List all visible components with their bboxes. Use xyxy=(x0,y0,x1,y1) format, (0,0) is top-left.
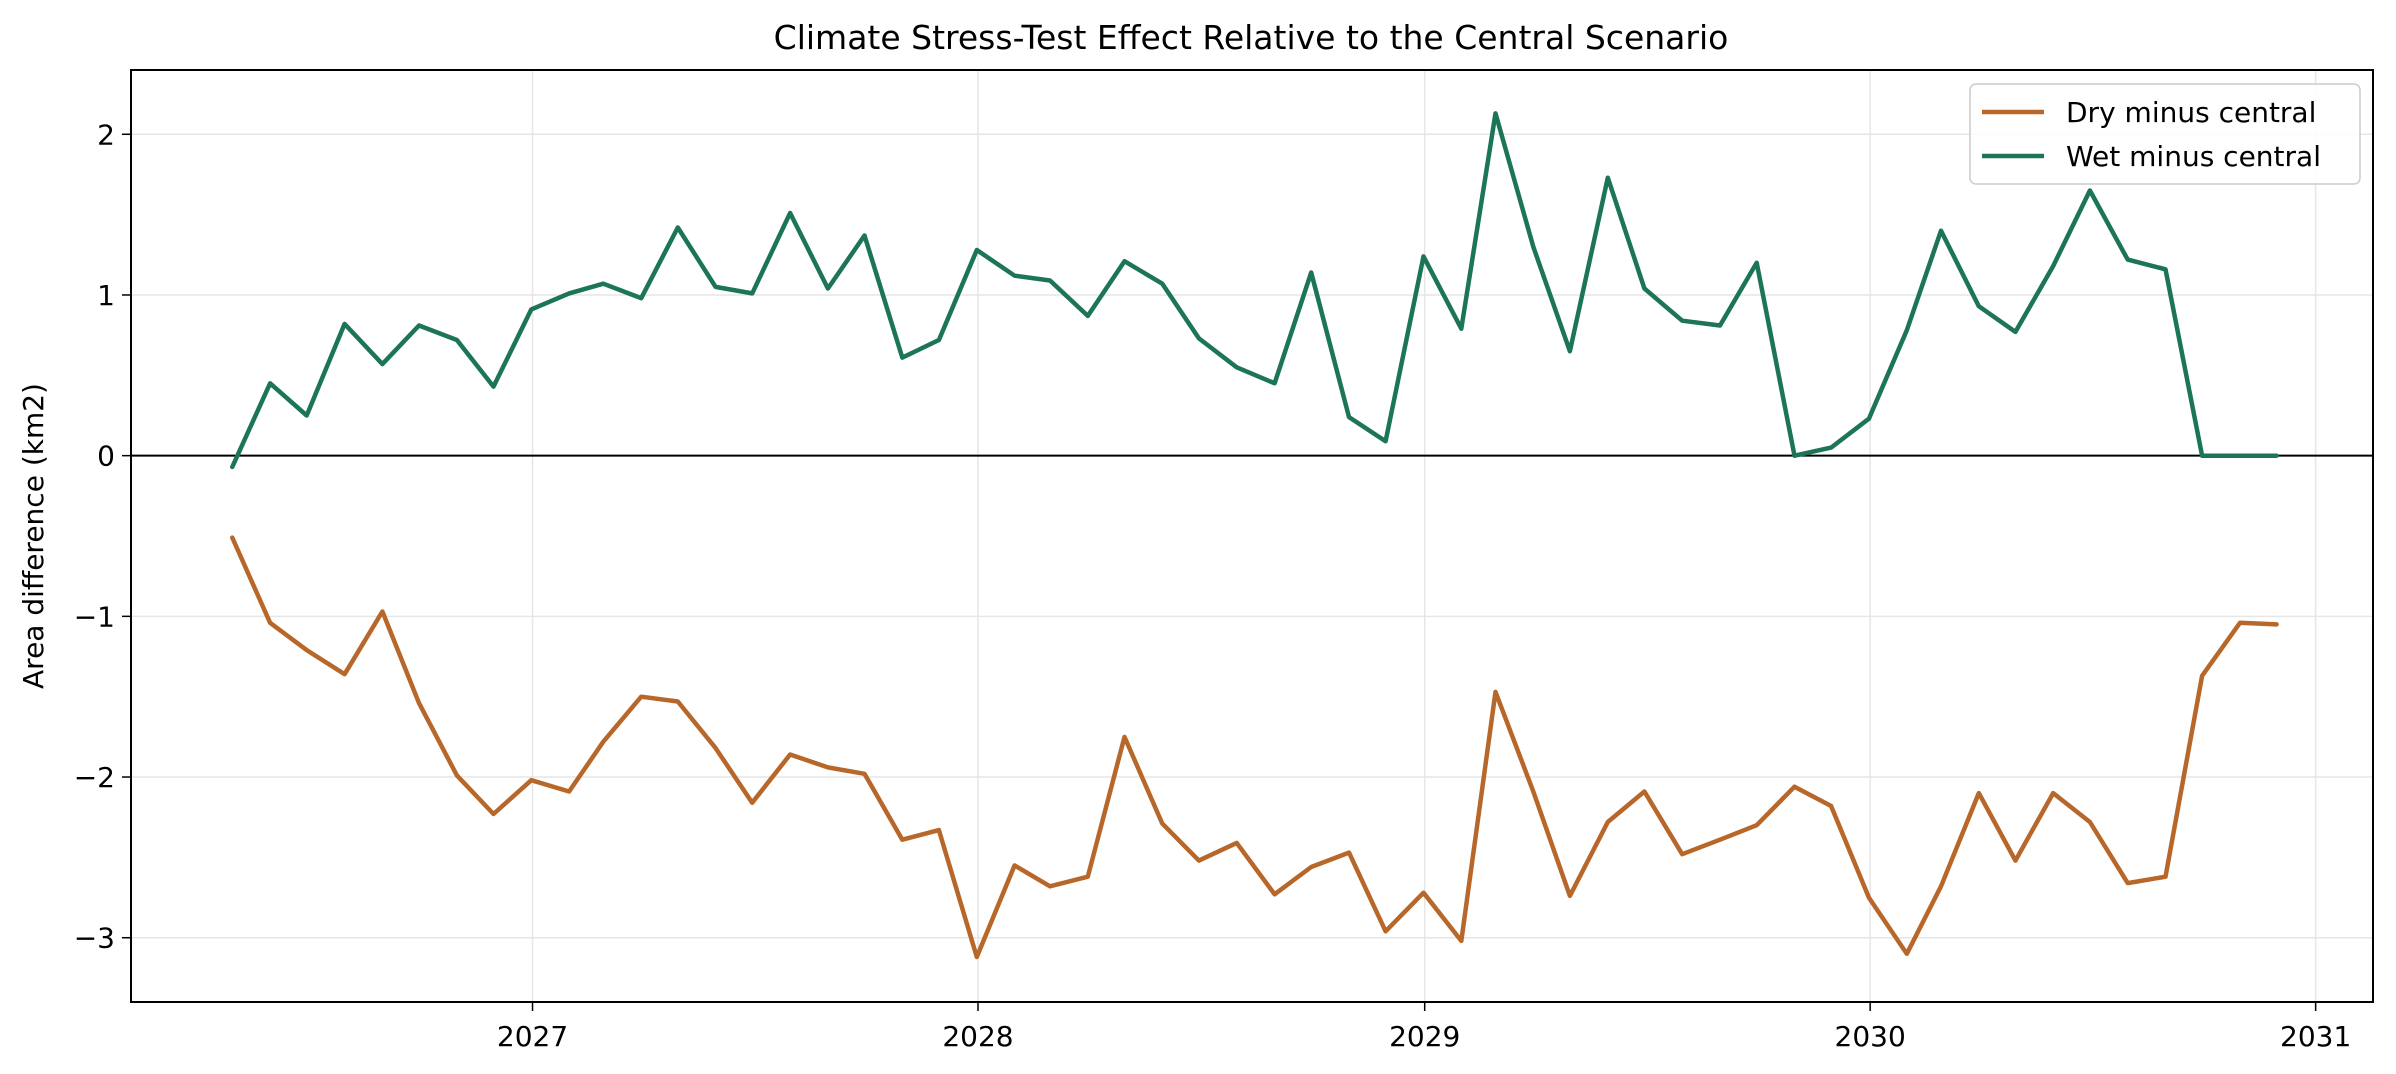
legend-label: Dry minus central xyxy=(2066,96,2316,129)
y-tick-label: 1 xyxy=(97,279,115,312)
y-tick-label: −3 xyxy=(74,922,115,955)
y-tick-label: −2 xyxy=(74,761,115,794)
legend-frame xyxy=(1969,83,2361,185)
x-tick-label: 2030 xyxy=(1835,1020,1906,1053)
series-line-dry-minus-central xyxy=(230,535,2279,960)
legend: Dry minus central Wet minus central xyxy=(1969,83,2361,185)
x-tick-label: 2028 xyxy=(942,1020,1013,1053)
y-axis-label: Area difference (km2) xyxy=(17,383,50,689)
y-tick-label: 0 xyxy=(97,440,115,473)
chart-title: Climate Stress-Test Effect Relative to t… xyxy=(774,18,1729,57)
axis-ticks: 2027 2028 2029 2030 2031 −3 −2 −1 0 1 2 xyxy=(74,118,2352,1053)
y-tick-label: 2 xyxy=(97,118,115,151)
x-tick-label: 2029 xyxy=(1389,1020,1460,1053)
legend-label: Wet minus central xyxy=(2066,140,2321,173)
plot-frame xyxy=(130,69,2374,1003)
series-line-wet-minus-central xyxy=(230,111,2279,470)
y-tick-label: −1 xyxy=(74,600,115,633)
x-tick-label: 2027 xyxy=(497,1020,568,1053)
x-tick-label: 2031 xyxy=(2280,1020,2351,1053)
series-lines xyxy=(230,111,2279,960)
